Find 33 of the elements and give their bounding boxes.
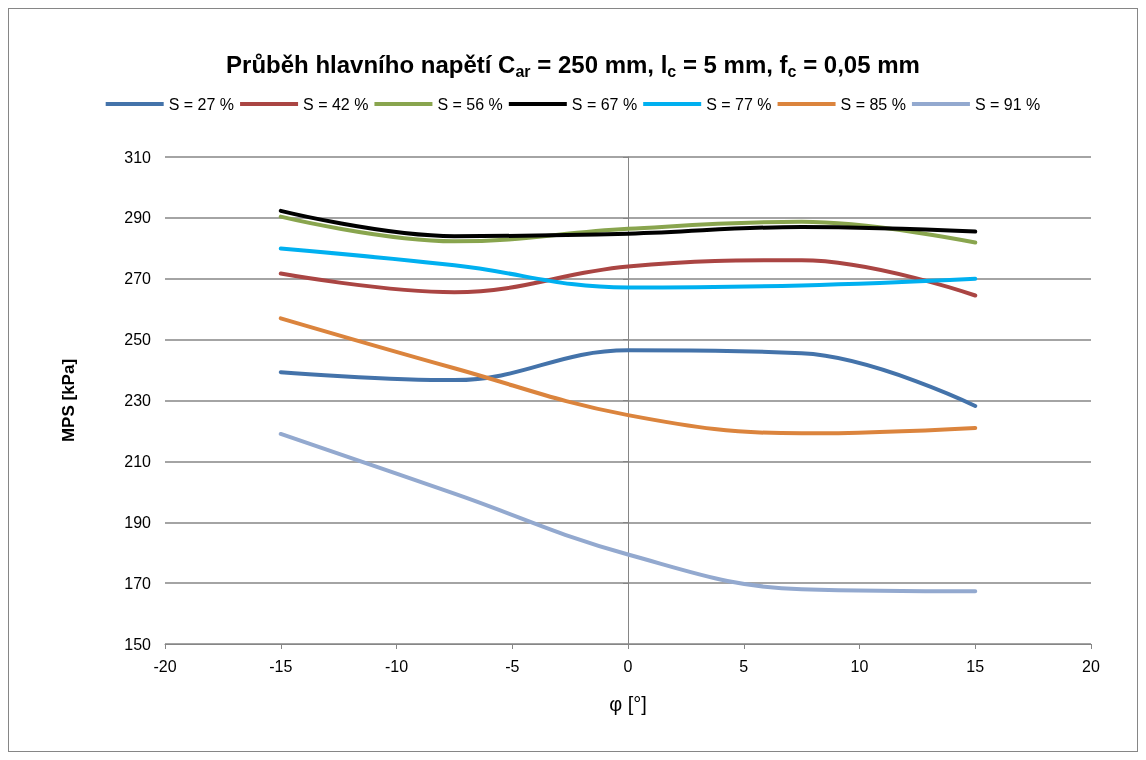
x-tick-label: 5 (739, 657, 749, 675)
x-tick-label: 0 (623, 657, 633, 675)
line-series (278, 208, 978, 239)
x-tick-label: 10 (850, 657, 869, 675)
legend-label: S = 27 % (168, 95, 235, 113)
legend-label: S = 85 % (840, 95, 906, 113)
y-tick-label: 150 (124, 635, 152, 653)
y-tick-label: 230 (124, 392, 152, 409)
y-tick-label: 190 (124, 513, 152, 531)
y-tick-label: 270 (124, 270, 152, 288)
y-tick-label: 250 (124, 331, 152, 349)
x-tick-label: 20 (1082, 657, 1100, 675)
legend-label: S = 67 % (571, 95, 638, 113)
x-tick-label: 15 (966, 657, 985, 675)
x-tick-label: -15 (269, 657, 293, 675)
x-tick-label: -5 (505, 657, 520, 675)
y-tick-label: 210 (124, 452, 152, 470)
line-series (278, 431, 978, 594)
x-axis-title: φ [°] (609, 693, 647, 715)
line-series (278, 316, 978, 436)
x-tick-label: -20 (153, 657, 177, 675)
y-tick-label: 170 (124, 574, 152, 592)
legend-label: S = 56 % (437, 95, 503, 113)
line-series (278, 258, 978, 298)
legend-label: S = 91 % (974, 95, 1041, 113)
legend-label: S = 77 % (706, 95, 772, 113)
x-tick-label: -10 (384, 657, 409, 675)
y-tick-label: 310 (124, 148, 152, 166)
legend-label: S = 42 % (303, 95, 369, 113)
line-series (278, 348, 978, 408)
line-series (278, 246, 978, 290)
y-axis-title: MPS [kPa] (59, 358, 78, 443)
y-tick-label: 290 (124, 209, 152, 227)
